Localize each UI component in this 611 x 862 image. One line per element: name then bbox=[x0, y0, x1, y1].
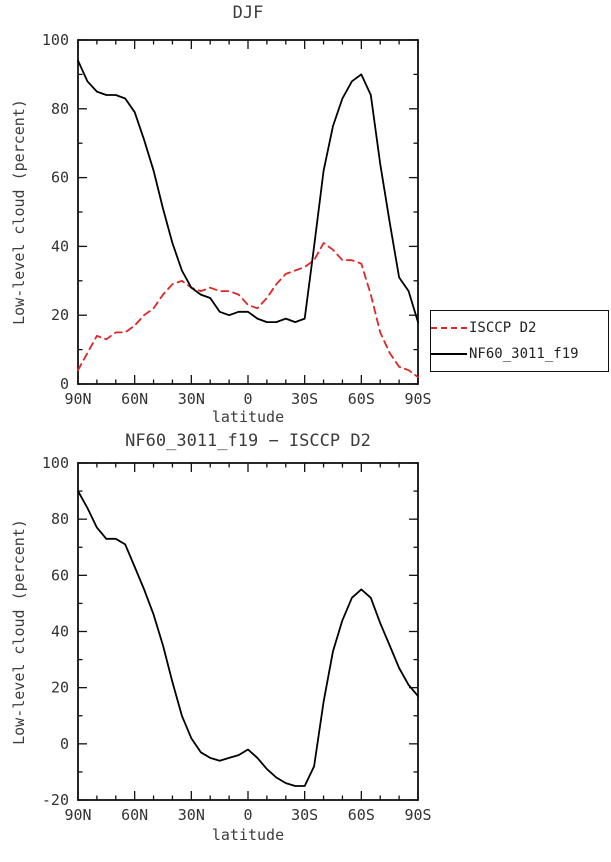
y-tick-label: -20 bbox=[42, 791, 69, 809]
chart0-title: DJF bbox=[233, 3, 264, 23]
legend-label-nf60-3011-f19: NF60_3011_f19 bbox=[469, 345, 579, 362]
legend-item-nf60-3011-f19: NF60_3011_f19 bbox=[431, 346, 608, 362]
y-tick-label: 100 bbox=[42, 454, 69, 472]
chart1-ylabel: Low-level cloud (percent) bbox=[10, 519, 28, 745]
y-tick-label: 80 bbox=[51, 510, 69, 528]
x-tick-label: 60N bbox=[121, 390, 148, 408]
y-tick-label: 60 bbox=[51, 169, 69, 187]
y-tick-label: 100 bbox=[42, 31, 69, 49]
x-tick-label: 30N bbox=[178, 390, 205, 408]
x-tick-label: 90N bbox=[64, 806, 91, 824]
y-tick-label: 80 bbox=[51, 100, 69, 118]
chart0-ylabel: Low-level cloud (percent) bbox=[10, 99, 28, 325]
plot-box bbox=[77, 39, 419, 385]
chart0-xlabel: latitude bbox=[212, 408, 284, 426]
chart1-xlabel: latitude bbox=[212, 826, 284, 844]
x-tick-label: 30S bbox=[291, 390, 318, 408]
x-tick-label: 30N bbox=[178, 806, 205, 824]
plot-area-djf: 90N 60N 30N 0 30S 60S 90S 0 20 40 60 80 100 bbox=[42, 31, 432, 408]
y-tick-label: 0 bbox=[60, 375, 69, 393]
x-tick-label: 30S bbox=[291, 806, 318, 824]
series-line-isccp-d2 bbox=[77, 242, 419, 379]
series-line-nf60-3011-f19-isccp-d2 bbox=[77, 490, 419, 787]
legend-dashed-line-icon bbox=[431, 327, 467, 330]
y-tick-label: 0 bbox=[60, 735, 69, 753]
y-tick-label: 40 bbox=[51, 623, 69, 641]
x-tick-label: 0 bbox=[243, 806, 252, 824]
series-line-nf60-3011-f19 bbox=[77, 59, 419, 324]
plot-area-difference: 90N 60N 30N 0 30S 60S 90S -20 0 20 40 60 80 100 bbox=[42, 454, 432, 824]
chart1-title: NF60_3011_f19 − ISCCP D2 bbox=[125, 431, 371, 451]
legend-item-isccp-d2: ISCCP D2 bbox=[431, 320, 608, 336]
legend-solid-line-icon bbox=[431, 352, 467, 355]
legend: ISCCP D2 NF60_3011_f19 bbox=[430, 310, 609, 372]
x-tick-label: 60N bbox=[121, 806, 148, 824]
x-tick-label: 60S bbox=[348, 390, 375, 408]
x-tick-label: 90S bbox=[404, 390, 431, 408]
legend-label-isccp-d2: ISCCP D2 bbox=[469, 320, 537, 337]
x-tick-label: 0 bbox=[243, 390, 252, 408]
y-tick-label: 60 bbox=[51, 566, 69, 584]
y-tick-label: 40 bbox=[51, 237, 69, 255]
x-tick-label: 90N bbox=[64, 390, 91, 408]
x-tick-label: 90S bbox=[404, 806, 431, 824]
x-tick-label: 60S bbox=[348, 806, 375, 824]
y-tick-label: 20 bbox=[51, 306, 69, 324]
y-tick-label: 20 bbox=[51, 679, 69, 697]
